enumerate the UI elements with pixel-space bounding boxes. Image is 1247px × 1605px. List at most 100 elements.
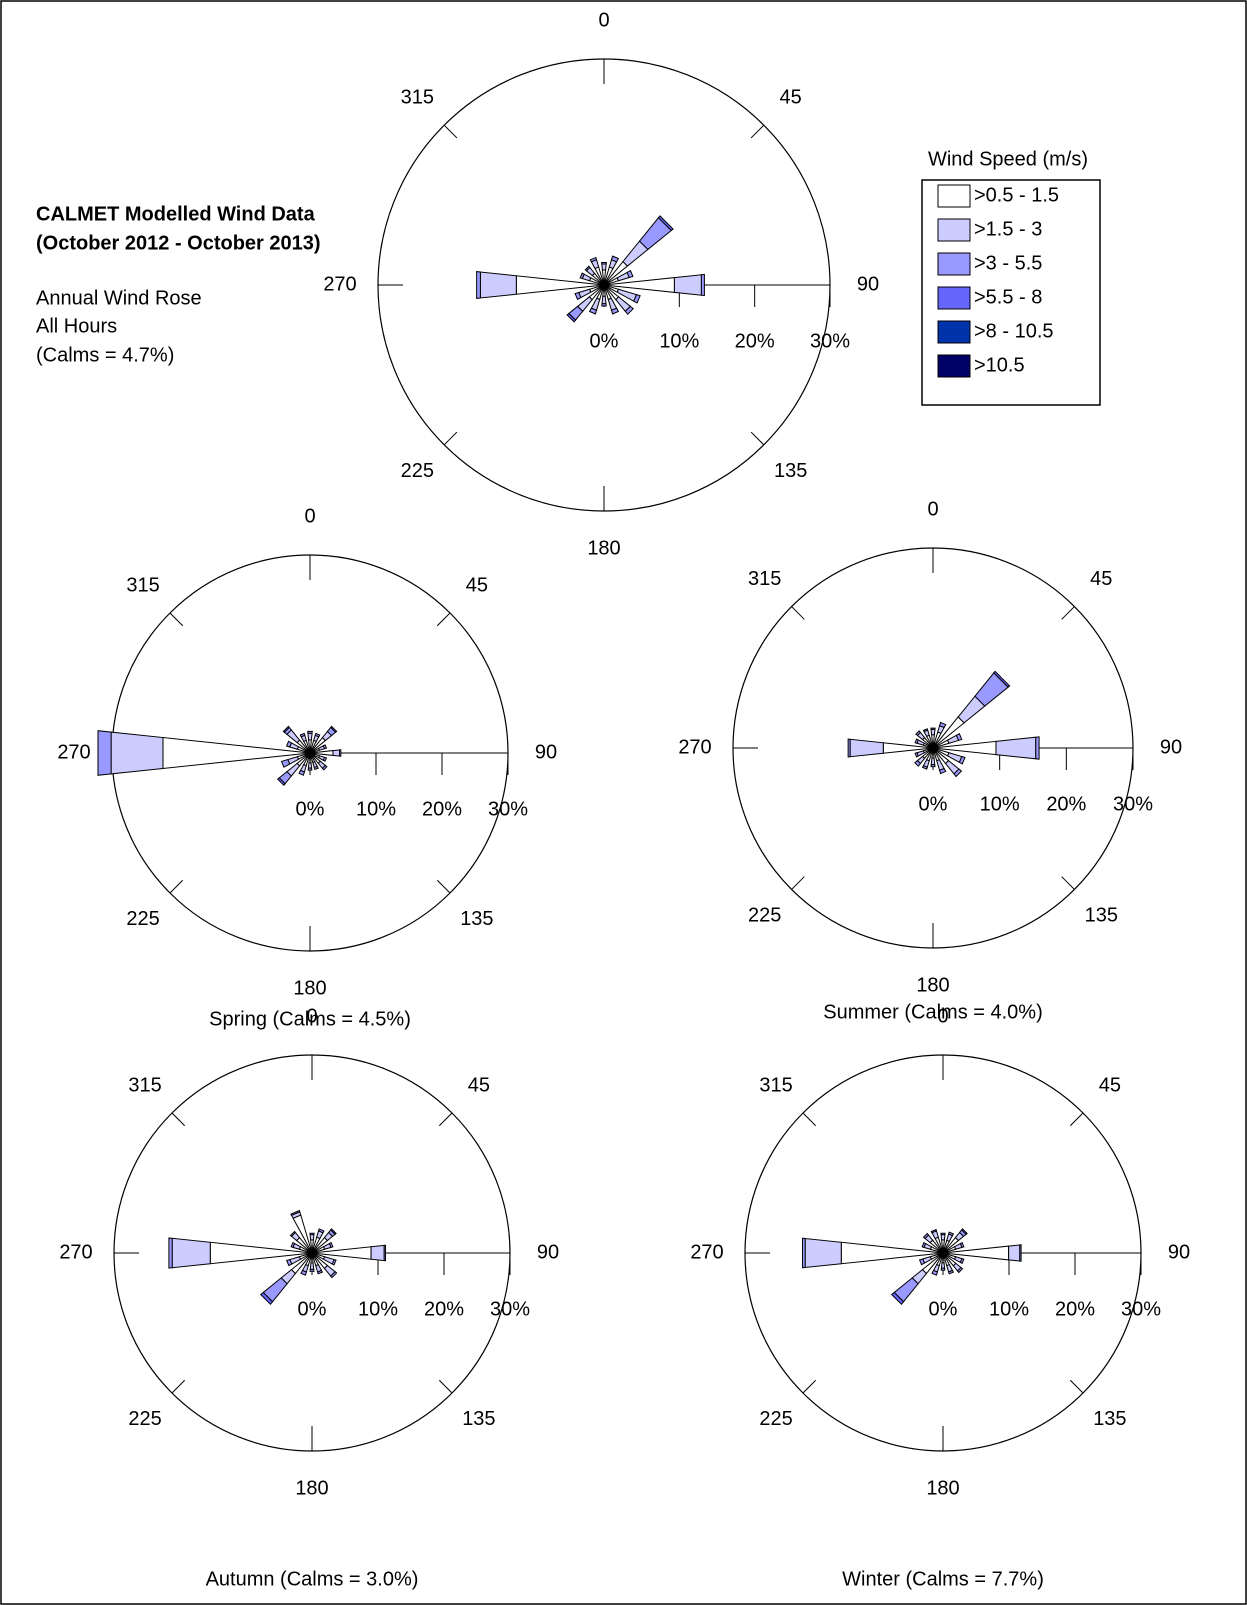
angle-label: 90 [535,741,557,763]
angle-tick [1061,876,1075,890]
rose-segment [331,1258,337,1266]
angle-tick [436,879,451,894]
rose-segment [955,732,963,742]
angle-label: 0 [304,505,315,527]
rose-segment [317,1269,324,1275]
angle-tick [169,879,184,894]
angle-label: 315 [126,574,159,596]
radial-tick-label: 30% [1113,793,1153,815]
caption: Autumn (Calms = 3.0%) [206,1568,419,1590]
rose-segment [930,1228,938,1234]
rose-segment [298,769,305,776]
angle-label: 180 [587,537,620,559]
rose-segment [309,1232,315,1236]
rose-segment [931,1269,938,1276]
angle-tick [791,606,805,620]
rose-segment [601,303,607,307]
rose-segment [940,1232,946,1236]
rose-segment [285,740,293,748]
rose-segment [601,263,607,271]
radial-tick-label: 10% [980,793,1020,815]
radial-tick-label: 30% [488,798,528,820]
angle-tick [438,1112,453,1127]
angle-tick [791,876,805,890]
rose-segment [286,1258,293,1267]
rose-segment [633,294,641,304]
angle-tick [171,1112,186,1127]
rose-segment [259,1291,274,1306]
angle-label: 315 [401,87,434,109]
rose-segment [307,767,313,771]
rose-segment [847,738,851,758]
rose-segment [321,764,328,771]
rose-segment [290,1241,296,1248]
rose-segment [930,727,936,730]
rose-segment [579,272,585,280]
radial-tick-label: 20% [424,1298,464,1320]
legend-box [921,179,1101,406]
rose-segment [330,725,338,733]
caption: All Hours [36,315,117,337]
radial-tick-label: 10% [358,1298,398,1320]
rose-segment [307,762,313,769]
legend-label: >1.5 - 3 [974,218,1042,240]
rose-segment [914,752,919,758]
rose-segment [307,730,313,734]
rose-segment [993,670,1011,688]
legend-swatch [937,320,971,344]
angle-label: 315 [748,568,781,590]
angle-label: 0 [598,9,609,31]
rose-segment [313,765,319,771]
angle-tick [1069,1112,1084,1127]
caption: (Calms = 4.7%) [36,344,174,366]
legend-swatch [937,184,971,208]
rose-segment [289,1230,297,1238]
angle-label: 135 [774,460,807,482]
rose-segment [307,732,313,741]
rose-segment [309,1268,315,1272]
rose-segment [314,732,321,738]
rose-segment [918,1258,926,1266]
angle-label: 135 [1085,905,1118,927]
angle-label: 0 [927,498,938,520]
rose-segment [168,1237,173,1269]
rose-segment [610,307,620,315]
rose-segment [317,1228,325,1234]
rose-segment [280,758,291,768]
angle-label: 270 [57,741,90,763]
rose-segment [657,215,674,232]
rose-segment [309,1234,315,1241]
rose-segment [995,736,1037,760]
radial-tick-label: 0% [929,1298,958,1320]
angle-tick [438,1379,453,1394]
rose-segment [930,757,936,766]
rose-segment [914,759,922,767]
rose-segment [940,1234,946,1241]
radial-tick-label: 20% [1046,793,1086,815]
legend-label: >5.5 - 8 [974,286,1042,308]
angle-label: 225 [126,908,159,930]
rose-segment [309,1262,315,1270]
angle-label: 0 [306,1005,317,1027]
rose-segment [940,1267,946,1271]
angle-label: 225 [748,905,781,927]
rose-segment [673,274,702,296]
rose-segment [958,755,966,765]
angle-label: 270 [678,736,711,758]
rose-segment [624,305,635,316]
angle-label: 270 [59,1241,92,1263]
angle-tick [171,1379,186,1394]
legend-swatch [937,252,971,276]
legend-swatch [937,218,971,242]
angle-label: 315 [128,1074,161,1096]
angle-tick [436,612,451,627]
angle-label: 225 [128,1408,161,1430]
angle-label: 270 [690,1241,723,1263]
rose-segment [922,1232,930,1240]
rose-segment [383,1244,387,1262]
angle-tick [443,124,458,139]
rose-segment [959,1241,965,1248]
legend-label: >3 - 5.5 [974,252,1042,274]
